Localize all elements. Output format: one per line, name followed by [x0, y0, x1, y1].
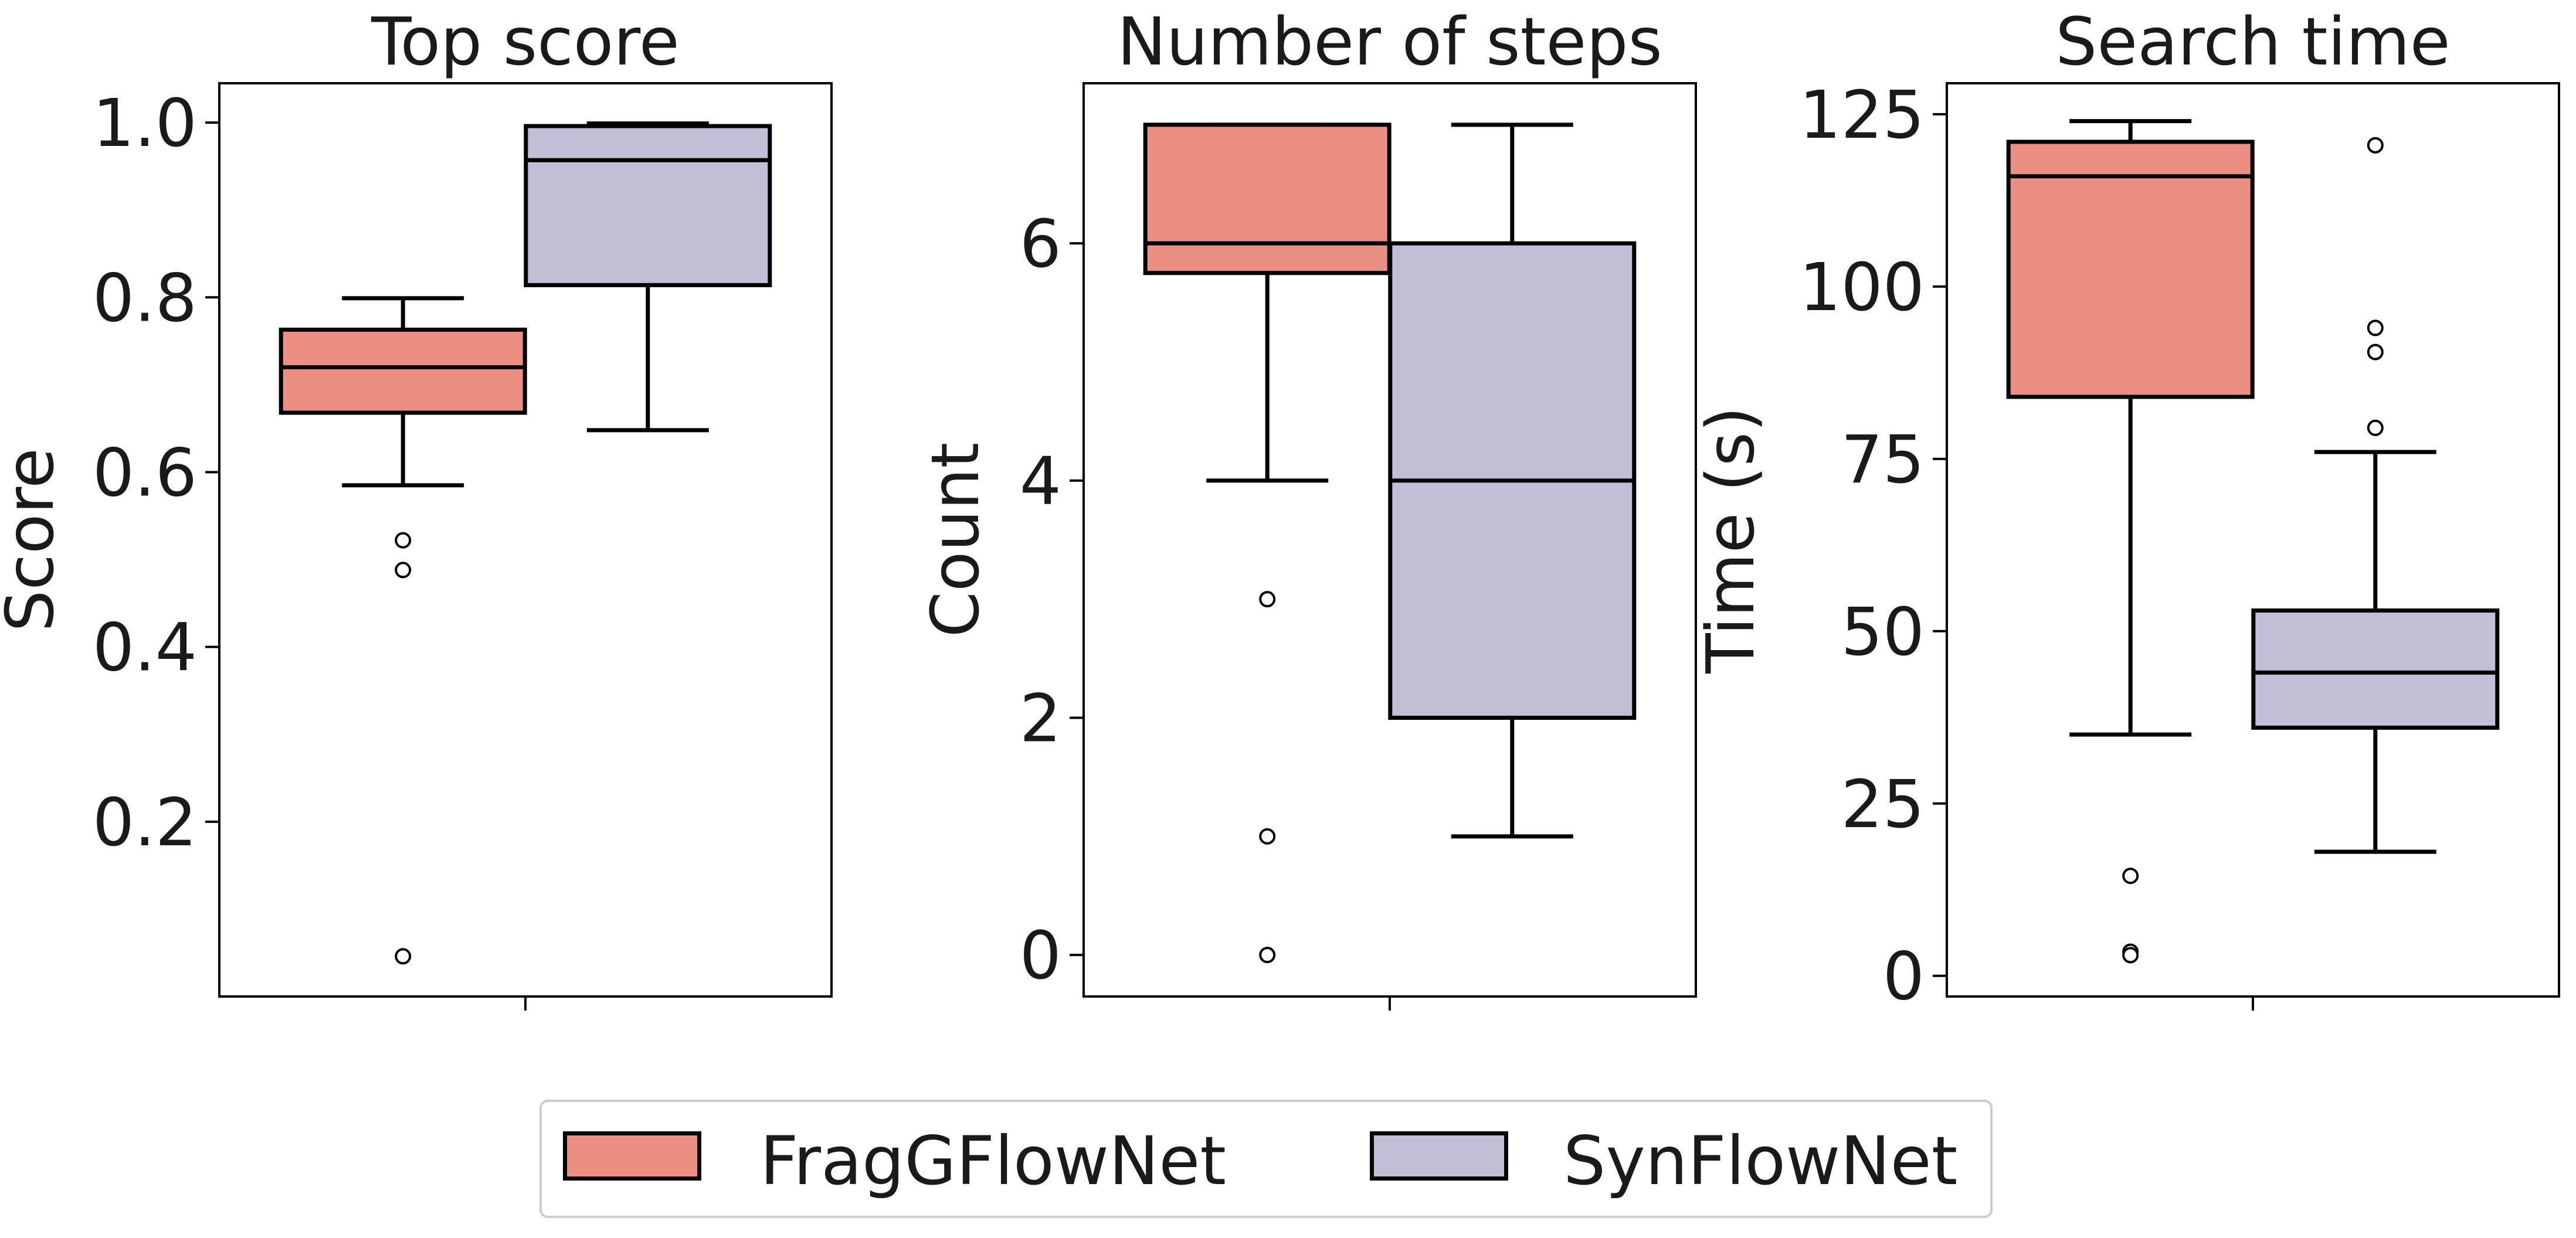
panel-top-score: Top score Score 0.2 0.4 0.6 0.8 1.0: [0, 4, 833, 1011]
y-tick-label: 0: [1883, 939, 1925, 1015]
y-tick-label: 0.6: [93, 435, 197, 511]
outlier-point: [1259, 591, 1276, 608]
box-fraggflownet: [2006, 119, 2255, 964]
outlier-point: [2122, 868, 2139, 885]
outlier-point: [2367, 137, 2384, 154]
y-axis-label: Score: [0, 448, 69, 632]
box-body: [1143, 123, 1391, 276]
legend-swatch-fraggflownet: [563, 1131, 701, 1181]
axes-frame: [1082, 82, 1697, 998]
outlier-point: [395, 562, 412, 579]
outlier-point: [2367, 343, 2384, 360]
legend-label-fraggflownet: FragGFlowNet: [760, 1122, 1227, 1200]
y-tick-label: 125: [1799, 77, 1925, 154]
y-tick-label: 4: [1020, 444, 1061, 520]
outlier-point: [2122, 947, 2139, 964]
box-body: [524, 124, 772, 287]
outlier-point: [395, 532, 412, 549]
outlier-point: [395, 948, 412, 965]
box-synflownet: [1388, 123, 1637, 839]
y-tick-label: 1.0: [93, 86, 197, 162]
panel-number-of-steps: Number of steps Count 0 2 4 6: [918, 4, 1697, 1011]
panel-search-time: Search time Time (s) 0 25 50 75 100 125: [1693, 4, 2560, 1015]
y-tick-label: 6: [1020, 206, 1061, 283]
y-tick-label: 50: [1841, 594, 1925, 671]
chart-title: Top score: [371, 4, 680, 80]
box-body: [2006, 140, 2255, 399]
y-tick-label: 25: [1841, 767, 1925, 843]
outlier-point: [1259, 947, 1276, 964]
y-tick-label: 2: [1020, 681, 1061, 757]
axes-frame: [1946, 82, 2560, 998]
chart-title: Number of steps: [1117, 4, 1662, 80]
box-synflownet: [524, 121, 772, 433]
y-tick-label: 0.2: [93, 785, 197, 861]
box-body: [279, 327, 527, 415]
box-fraggflownet: [1143, 123, 1391, 964]
outlier-point: [2367, 319, 2384, 336]
y-axis-label: Count: [918, 443, 994, 638]
box-body: [2251, 608, 2500, 730]
y-tick-label: 75: [1841, 422, 1925, 498]
box-fraggflownet: [279, 296, 527, 965]
legend: FragGFlowNet SynFlowNet: [539, 1100, 1993, 1218]
y-tick-label: 0: [1020, 918, 1061, 994]
y-tick-label: 0.4: [93, 610, 197, 686]
y-axis-label: Time (s): [1693, 406, 1769, 674]
y-tick-label: 100: [1799, 250, 1925, 326]
chart-title: Search time: [2055, 4, 2450, 80]
legend-label-synflownet: SynFlowNet: [1563, 1122, 1958, 1200]
legend-swatch-synflownet: [1370, 1131, 1508, 1181]
axes-frame: [218, 82, 833, 998]
outlier-point: [1259, 828, 1276, 845]
box-synflownet: [2251, 137, 2500, 854]
outlier-point: [2367, 419, 2384, 436]
y-tick-label: 0.8: [93, 260, 197, 336]
